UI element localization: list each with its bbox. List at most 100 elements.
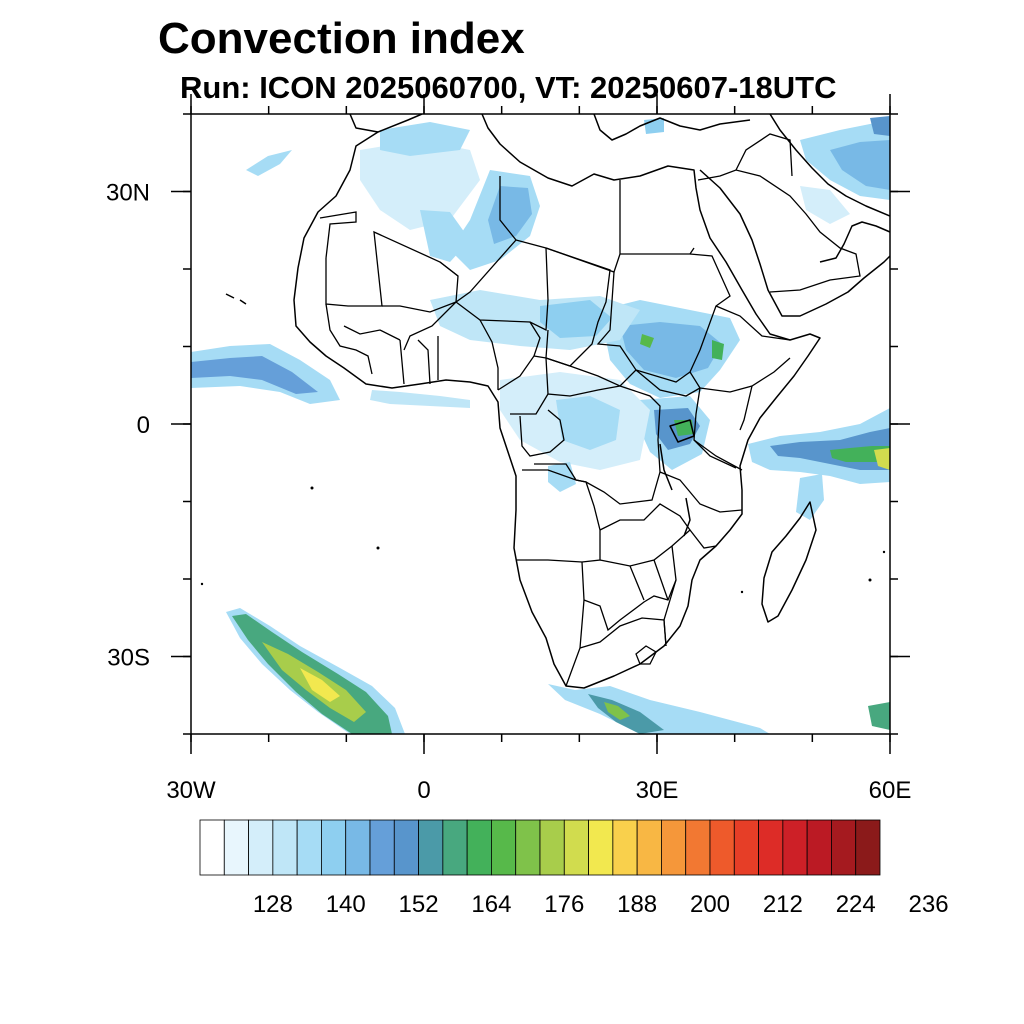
colorbar-swatch — [831, 819, 857, 876]
europe-coast — [593, 114, 751, 141]
border-ghana — [399, 336, 439, 385]
border-egypt — [620, 247, 695, 255]
page-title: Convection index — [158, 14, 525, 63]
colorbar-swatch — [369, 819, 395, 876]
field-ethiopia-green-2 — [640, 334, 654, 348]
colorbar-swatch — [393, 819, 419, 876]
colorbar-label: 236 — [909, 891, 949, 918]
colorbar-swatch — [636, 819, 662, 876]
convection-field — [191, 116, 890, 734]
canaries-coast — [225, 293, 247, 305]
colorbar-swatch — [321, 819, 347, 876]
border-zimbabwe — [629, 559, 669, 601]
colorbar-swatch — [588, 819, 614, 876]
field-arabia — [800, 186, 850, 224]
colorbar-swatch — [491, 819, 517, 876]
border-west-sahara — [319, 211, 357, 259]
border-zambia — [599, 503, 691, 567]
colorbar-swatch — [733, 819, 759, 876]
y-tick-label: 30N — [106, 180, 150, 207]
iberia-coast — [349, 114, 379, 133]
colorbar-label: 140 — [326, 891, 366, 918]
x-tick-label: 60E — [869, 777, 912, 804]
border-south-sudan — [635, 369, 701, 397]
colorbar-swatch — [806, 819, 832, 876]
colorbar-swatch — [563, 819, 589, 876]
run-subtitle: Run: ICON 2025060700, VT: 20250607-18UTC — [180, 70, 837, 105]
islands — [200, 486, 886, 594]
field-east-edge — [868, 702, 890, 730]
island — [310, 486, 314, 490]
field-congo-2 — [556, 396, 620, 450]
field-persia-top — [870, 116, 890, 136]
island — [376, 546, 380, 550]
x-tick-label: 0 — [417, 777, 430, 804]
colorbar-swatch — [685, 819, 711, 876]
border-niger — [455, 247, 549, 332]
colorbar: 128 140 152 164 176 188 200 212 224 236 — [199, 819, 949, 918]
colorbar-swatch — [709, 819, 735, 876]
field-somali-coast — [796, 474, 824, 520]
field-ethiopia-green — [712, 340, 724, 360]
field-mediterranean — [380, 122, 470, 156]
field-atlantic-north — [246, 150, 292, 176]
field-gulf-guinea — [370, 390, 470, 408]
island — [882, 550, 886, 554]
island — [200, 582, 204, 586]
field-sahara-west-2 — [420, 210, 470, 262]
colorbar-swatch — [418, 819, 444, 876]
field-sahel-core — [540, 300, 612, 338]
border-tanzania — [659, 439, 743, 513]
colorbar-label: 164 — [471, 891, 511, 918]
colorbar-label: 200 — [690, 891, 730, 918]
border-algeria — [439, 176, 517, 304]
field-atlantic-itcz-core — [191, 356, 318, 394]
axis-ticks — [171, 94, 910, 754]
colorbar-label: 176 — [544, 891, 584, 918]
field-persia-core — [830, 140, 890, 190]
lake-malawi — [683, 497, 691, 537]
colorbar-swatch — [855, 819, 881, 876]
x-tick-label: 30E — [636, 777, 679, 804]
colorbar-swatch — [345, 819, 371, 876]
border-somalia — [739, 385, 753, 431]
field-sahara-west — [360, 140, 480, 230]
border-lesotho — [635, 645, 657, 665]
field-cape-green — [604, 702, 630, 720]
field-cape-outer — [548, 684, 770, 734]
country-borders — [319, 133, 861, 687]
colorbar-swatch — [296, 819, 322, 876]
colorbar-label: 188 — [617, 891, 657, 918]
arabia-gulf — [819, 221, 890, 263]
colorbar-label: 212 — [763, 891, 803, 918]
colorbar-label: 224 — [836, 891, 876, 918]
border-car — [533, 355, 637, 397]
colorbar-swatch — [515, 819, 541, 876]
africa-coastline — [293, 114, 821, 689]
border-sudan — [596, 253, 731, 383]
border-middle-east — [697, 133, 861, 293]
madagascar — [761, 501, 817, 623]
border-botswana — [583, 579, 677, 632]
border-mozambique — [663, 529, 717, 647]
colorbar-swatch — [248, 819, 274, 876]
colorbar-swatch — [661, 819, 687, 876]
x-tick-label: 30W — [166, 777, 216, 804]
field-southern-ocean-peak — [300, 668, 340, 702]
border-drc — [534, 385, 661, 505]
arabia-coast — [699, 169, 890, 317]
lake-tanganyika — [659, 443, 673, 491]
colorbar-swatch — [199, 819, 225, 876]
colorbar-swatch — [442, 819, 468, 876]
colorbar-label: 152 — [399, 891, 439, 918]
colorbar-swatch — [758, 819, 784, 876]
colorbar-swatch — [223, 819, 249, 876]
border-angola — [516, 469, 601, 563]
colorbar-swatch — [272, 819, 298, 876]
field-algeria-core — [488, 186, 532, 244]
field-indian-ocean-peak — [874, 448, 890, 470]
persia-coast — [769, 114, 890, 217]
colorbar-swatch — [612, 819, 638, 876]
y-tick-label: 0 — [137, 412, 150, 439]
